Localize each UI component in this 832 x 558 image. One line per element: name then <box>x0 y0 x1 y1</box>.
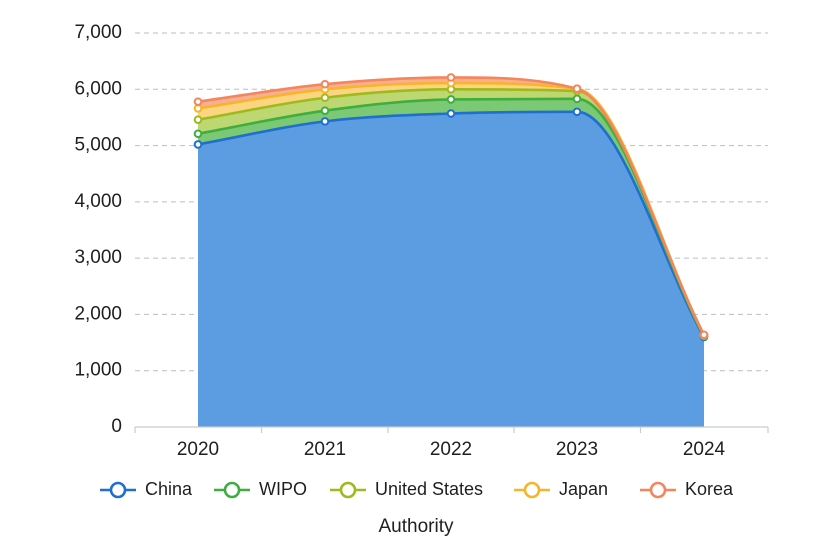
legend-label: Korea <box>685 479 734 499</box>
legend-label: China <box>145 479 193 499</box>
legend: China WIPO United States Japan Korea <box>100 479 734 499</box>
data-point-korea <box>701 332 708 339</box>
legend-item-wipo[interactable]: WIPO <box>214 479 307 499</box>
data-point-japan <box>195 105 202 112</box>
legend-marker <box>525 483 539 497</box>
y-tick-label: 4,000 <box>74 191 122 212</box>
data-point-wipo <box>322 107 329 114</box>
data-point-korea <box>195 98 202 105</box>
legend-label: United States <box>375 479 483 499</box>
legend-label: Japan <box>559 479 608 499</box>
y-tick-label: 0 <box>111 416 122 437</box>
x-tick-label: 2022 <box>430 439 472 460</box>
x-tick-label: 2023 <box>556 439 598 460</box>
legend-marker <box>111 483 125 497</box>
y-tick-label: 6,000 <box>74 78 122 99</box>
data-point-china <box>448 110 455 117</box>
data-point-korea <box>574 85 581 92</box>
data-point-china <box>195 141 202 148</box>
data-point-korea <box>448 74 455 81</box>
data-point-korea <box>322 81 329 88</box>
data-point-united-states <box>195 116 202 123</box>
data-point-wipo <box>195 130 202 137</box>
data-point-united-states <box>322 94 329 101</box>
x-tick-label: 2021 <box>304 439 346 460</box>
x-tick-label: 2020 <box>177 439 219 460</box>
data-point-china <box>574 109 581 116</box>
y-tick-label: 5,000 <box>74 135 122 156</box>
legend-item-united-states[interactable]: United States <box>330 479 483 499</box>
y-tick-label: 1,000 <box>74 360 122 381</box>
data-point-wipo <box>448 96 455 103</box>
legend-marker <box>341 483 355 497</box>
y-tick-label: 3,000 <box>74 247 122 268</box>
legend-marker <box>225 483 239 497</box>
y-tick-label: 7,000 <box>74 22 122 43</box>
legend-marker <box>651 483 665 497</box>
x-axis-title: Authority <box>379 516 454 537</box>
legend-item-korea[interactable]: Korea <box>640 479 734 499</box>
x-tick-label: 2024 <box>683 439 726 460</box>
data-point-wipo <box>574 96 581 103</box>
legend-item-china[interactable]: China <box>100 479 193 499</box>
legend-label: WIPO <box>259 479 307 499</box>
y-tick-label: 2,000 <box>74 303 122 324</box>
legend-item-japan[interactable]: Japan <box>514 479 608 499</box>
data-point-china <box>322 118 329 125</box>
